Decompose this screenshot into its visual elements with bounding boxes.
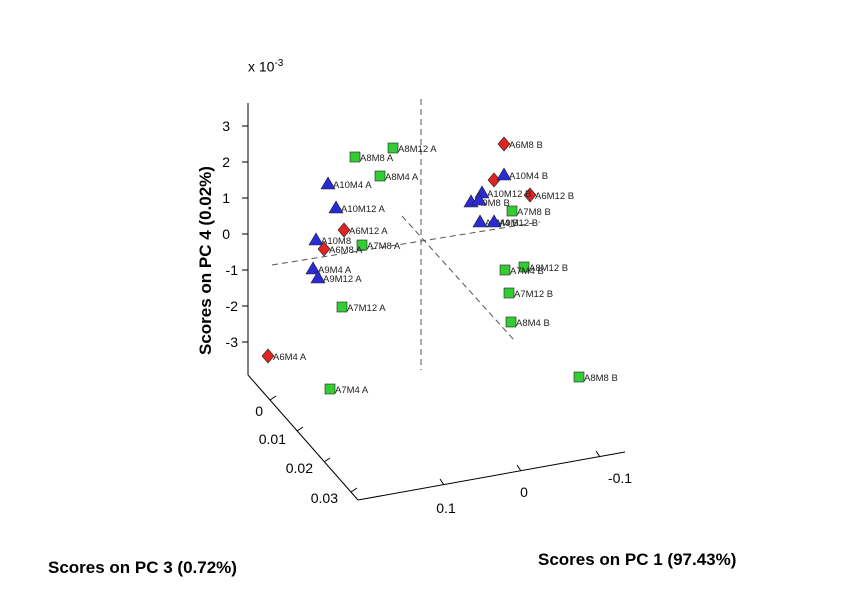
y-axis-line (247, 374, 359, 501)
data-point-triangle (472, 214, 488, 228)
data-point-label: A8M12 B (529, 263, 568, 274)
x-tick-label: 0 (520, 484, 528, 500)
x-axis-line (357, 451, 626, 501)
x-tick-label: -0.1 (608, 470, 632, 486)
y-tick-label: 0.01 (259, 431, 286, 447)
x-tick-label: 0.1 (436, 500, 456, 516)
data-point-label: A7M4 A (335, 385, 369, 396)
z-axis-title: Scores on PC 4 (0.02%) (196, 166, 215, 355)
data-point-diamond (487, 172, 501, 188)
data-point-square (499, 264, 511, 276)
data-point-diamond (497, 136, 511, 152)
data-point-label: A10M12 A (341, 204, 385, 215)
z-tick-label: 3 (222, 118, 230, 134)
data-point-square (573, 371, 585, 383)
x-ticks: 0.1 0 -0.1 (436, 450, 632, 516)
data-point-triangle (310, 270, 326, 284)
data-point-label: A8M12 A (398, 144, 437, 155)
y-tick-label: 0.03 (311, 490, 338, 506)
z-tick-label: 0 (222, 226, 230, 242)
data-point-label: A6M8 B (509, 140, 543, 151)
data-point-triangle (496, 167, 512, 181)
y-tick-label: 0.02 (286, 460, 313, 476)
data-point-label: A9M12 A (323, 274, 362, 285)
data-point-diamond (523, 187, 537, 203)
data-point-label: A7M12 A (347, 303, 386, 314)
data-point-label: A10M4 A (333, 180, 372, 191)
data-point-label: A9M4 B (485, 218, 519, 229)
data-point-triangle (471, 192, 487, 206)
z-tick-label: 2 (222, 154, 230, 170)
z-tick-label: -2 (226, 298, 239, 314)
data-point-label: A9M8 B (476, 198, 510, 209)
data-point-label: A8M4 B (516, 318, 550, 329)
data-point-square (503, 287, 515, 299)
data-point-square (356, 239, 368, 251)
data-point-diamond (261, 348, 275, 364)
data-point-square (506, 205, 518, 217)
data-point-label: A9M12 B (499, 218, 538, 229)
z-ticks: 3 2 1 0 -1 -2 -3 (222, 118, 248, 350)
data-point-label: A7M12 B (514, 289, 553, 300)
data-point-square (324, 383, 336, 395)
data-point-label: A8M8 B (584, 373, 618, 384)
data-point-square (518, 261, 530, 273)
data-point-square (336, 301, 348, 313)
data-point-diamond (337, 222, 351, 238)
data-point-label: A9M4 A (318, 265, 352, 276)
data-point-triangle (320, 176, 336, 190)
data-point-triangle (305, 261, 321, 275)
data-point-label: A6M12 B (535, 191, 574, 202)
data-point-label: A10M12 B (487, 189, 531, 200)
data-point-diamond (317, 241, 331, 257)
data-point-square (374, 170, 386, 182)
y-ticks: 0 0.01 0.02 0.03 (255, 395, 358, 506)
data-point-triangle (308, 232, 324, 246)
data-point-triangle (486, 214, 502, 228)
data-point-label: A7M8 B (517, 207, 551, 218)
data-markers: A8M12 A A8M8 A A8M4 A A10M4 A A10M12 A A6M12 … (261, 136, 618, 396)
data-point-label: A6M4 A (273, 352, 307, 363)
z-tick-label: -3 (226, 334, 239, 350)
data-point-label: A6M12 A (349, 226, 388, 237)
y-axis-title: Scores on PC 3 (0.72%) (48, 558, 237, 577)
z-axis-exponent: x 10-3 (248, 58, 284, 75)
data-point-square (349, 151, 361, 163)
dashed-x-origin-line (271, 221, 541, 266)
data-point-triangle (328, 200, 344, 214)
z-tick-label: 1 (222, 190, 230, 206)
data-point-label: A8M8 A (360, 153, 394, 164)
data-point-label: A6M8 A (329, 245, 363, 256)
data-point-label: A10M4 B (509, 171, 548, 182)
data-point-label: A7M4 B (510, 266, 544, 277)
data-point-label: A8M4 A (385, 172, 419, 183)
data-point-label: A10M8 (321, 236, 351, 247)
data-point-square (505, 316, 517, 328)
dashed-y-origin-line (401, 215, 515, 341)
data-point-square (387, 142, 399, 154)
z-tick-label: -1 (226, 262, 239, 278)
x-axis-title: Scores on PC 1 (97.43%) (538, 550, 737, 569)
data-point-label: A7M8 A (367, 241, 401, 252)
y-tick-label: 0 (255, 403, 263, 419)
